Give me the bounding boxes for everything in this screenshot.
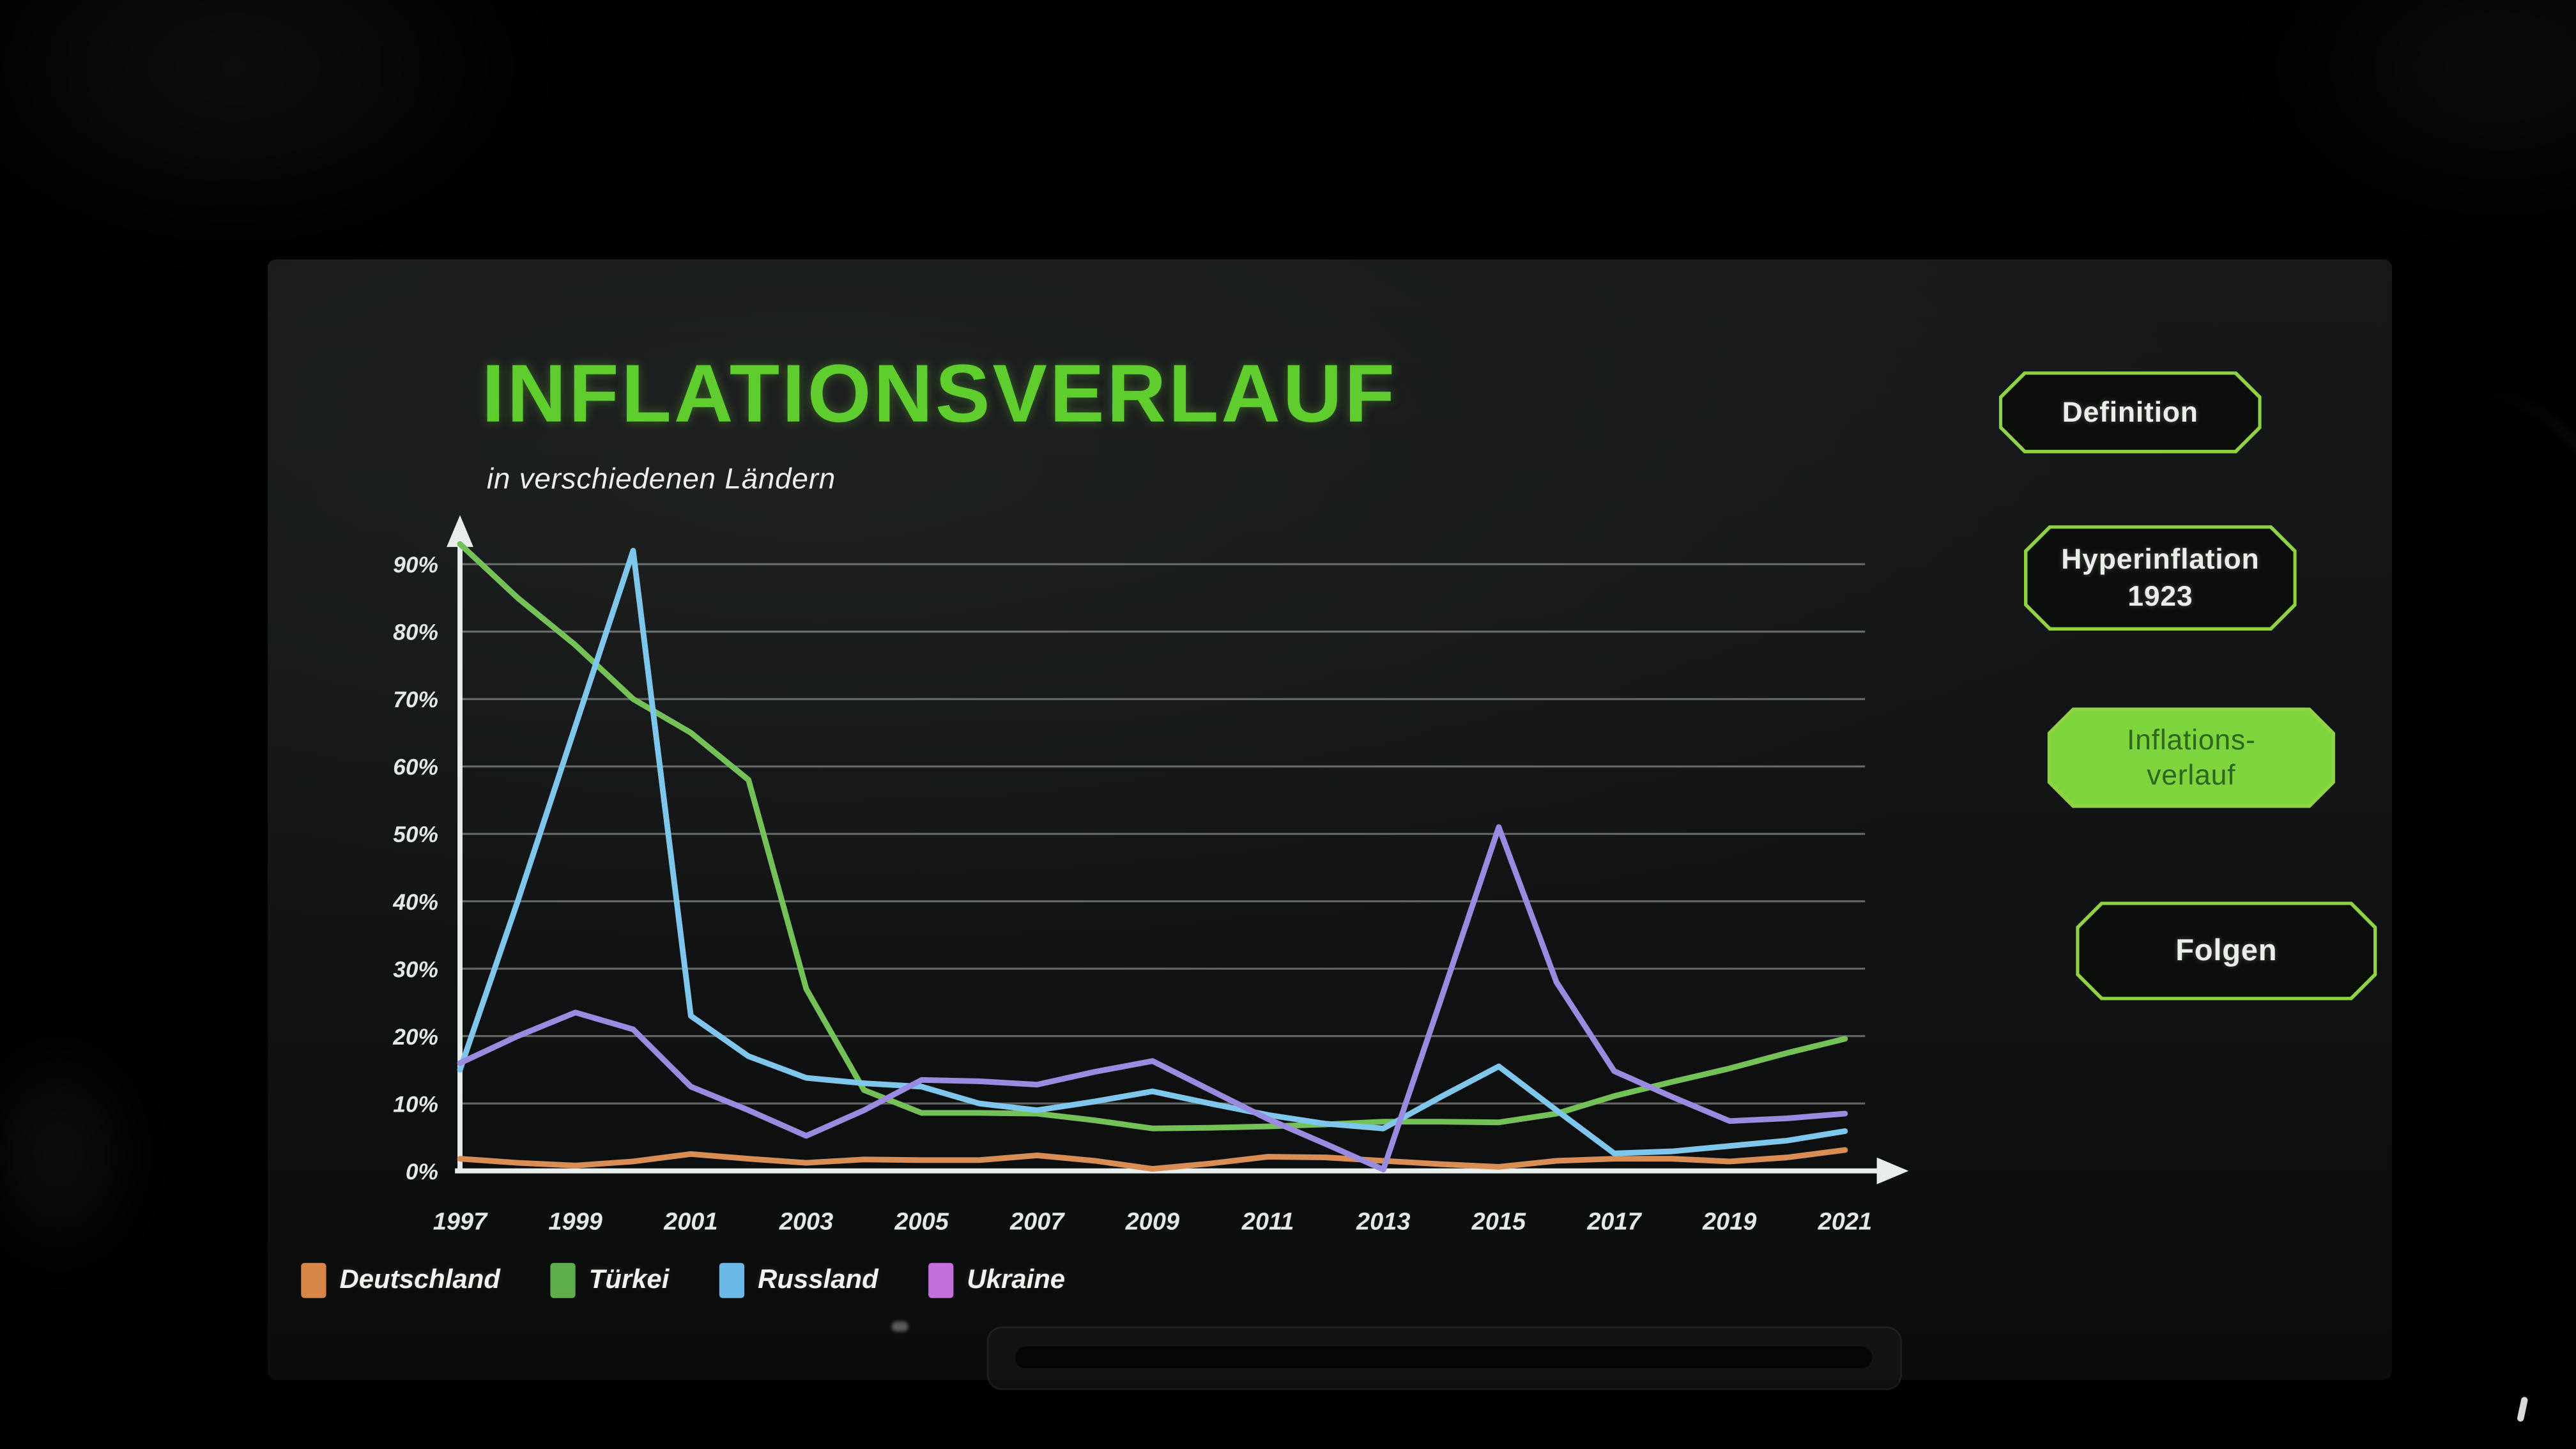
x-tick-label-2005: 2005 (894, 1208, 949, 1235)
nav-button-label: Inflations- verlauf (2126, 724, 2256, 792)
legend-item-russland: Russland (719, 1262, 878, 1298)
series-line-Türkei (457, 541, 1848, 1131)
button-fill (2079, 905, 2373, 997)
y-tick-label-40: 40% (392, 890, 438, 915)
y-tick-label-80: 80% (393, 620, 438, 645)
y-tick-label-70: 70% (393, 687, 438, 712)
tv-standby-light (891, 1321, 908, 1332)
y-tick-label-30: 30% (393, 957, 438, 982)
ambient-shadow-left (0, 978, 184, 1330)
y-tick-label-0: 0% (406, 1160, 438, 1184)
legend-item-tuerkei: Türkei (550, 1262, 670, 1298)
x-tick-label-1999: 1999 (548, 1208, 602, 1235)
nav-button-folgen[interactable]: Folgen (2076, 901, 2377, 1000)
series-line-Deutschland (457, 1147, 1848, 1172)
x-tick-label-1997: 1997 (433, 1208, 488, 1235)
tv-bezel-slot (1015, 1346, 1872, 1368)
legend-item-deutschland: Deutschland (301, 1262, 500, 1298)
x-tick-label-2003: 2003 (779, 1208, 833, 1235)
y-tick-label-60: 60% (393, 755, 438, 780)
nav-button-label: Folgen (2175, 933, 2278, 967)
legend-swatch-ukraine (928, 1262, 954, 1298)
nav-button-label: Definition (2062, 396, 2198, 428)
legend-swatch-tuerkei (550, 1262, 576, 1298)
chart-canvas: 0% 10% 20% 30% 40% 50% 60% 70% 80% 90% 1997 1999 200… (392, 515, 1909, 1235)
nav-button-definition[interactable]: Definition (1999, 371, 2262, 453)
legend-item-ukraine: Ukraine (928, 1262, 1066, 1298)
y-tick-label-20: 20% (392, 1025, 438, 1050)
ambient-shadow-top-right (2141, 0, 2576, 285)
nav-button-inflationsverlauf[interactable]: Inflations- verlauf (2048, 707, 2335, 808)
legend-swatch-deutschland (301, 1262, 326, 1298)
slide-title: INFLATIONSVERLAUF (482, 349, 1397, 440)
y-tick-label-50: 50% (393, 822, 438, 847)
x-tick-label-2015: 2015 (1471, 1208, 1526, 1235)
presentation-slide: INFLATIONSVERLAUF in verschiedenen Lände… (267, 259, 2392, 1390)
legend-label: Ukraine (967, 1265, 1066, 1294)
nav-button-label: Hyperinflation 1923 (2061, 544, 2260, 611)
chart-legend: Deutschland Türkei Russland Ukraine (301, 1262, 1066, 1298)
button-fill (2027, 528, 2293, 627)
x-tick-label-2021: 2021 (1818, 1208, 1872, 1235)
button-fill (2002, 374, 2258, 450)
x-tick-label-2017: 2017 (1586, 1208, 1642, 1235)
series-line-Russland (457, 548, 1848, 1156)
x-tick-label-2007: 2007 (1009, 1208, 1065, 1235)
nav-button-hyperinflation-1923[interactable]: Hyperinflation 1923 (2024, 525, 2297, 631)
legend-swatch-russland (719, 1262, 745, 1298)
x-tick-label-2019: 2019 (1702, 1208, 1756, 1235)
y-tick-label-10: 10% (393, 1092, 438, 1117)
reflection-glint (2517, 1396, 2529, 1423)
legend-label: Russland (758, 1265, 878, 1294)
series-line-Ukraine (457, 824, 1848, 1173)
x-tick-label-2011: 2011 (1241, 1208, 1294, 1235)
x-tick-label-2009: 2009 (1125, 1208, 1179, 1235)
y-axis-arrow (447, 515, 473, 548)
y-tick-label-90: 90% (393, 553, 438, 578)
x-tick-label-2001: 2001 (663, 1208, 717, 1235)
legend-label: Türkei (588, 1265, 670, 1294)
x-axis-arrow (1876, 1157, 1909, 1184)
slide-subtitle: in verschiedenen Ländern (486, 461, 836, 495)
button-fill (2051, 711, 2332, 805)
inflation-line-chart: 0% 10% 20% 30% 40% 50% 60% 70% 80% 90% 1997 1999 200… (351, 493, 1940, 1271)
legend-label: Deutschland (339, 1265, 500, 1294)
tv-bottom-bezel (891, 1321, 1902, 1390)
x-tick-label-2013: 2013 (1356, 1208, 1410, 1235)
